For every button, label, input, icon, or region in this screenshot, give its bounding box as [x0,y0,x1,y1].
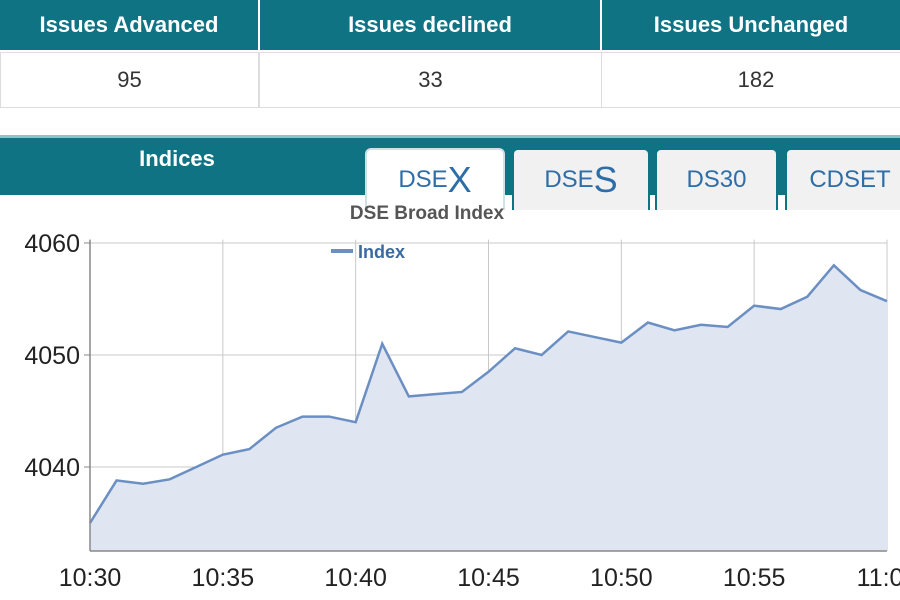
chart-title: DSE Broad Index [350,203,505,224]
y-tick-label: 4040 [24,454,80,482]
x-tick-label: 10:55 [723,564,786,592]
tab-label: S [593,159,618,200]
x-tick-label: 10:50 [590,564,653,592]
indices-title: Indices [139,146,215,171]
table-header: Issues Advanced [0,0,258,50]
tab-label: CDSET [809,166,891,193]
table-cell: 33 [259,52,602,108]
x-tick-label: 10:40 [324,564,387,592]
table-header: Issues Unchanged [602,0,900,50]
table-cell: 182 [601,52,900,108]
tab[interactable]: CDSET [785,148,900,210]
x-tick-label: 10:30 [59,564,122,592]
table-cell: 95 [0,52,259,108]
y-tick-label: 4060 [24,230,80,258]
x-tick-label: 10:45 [457,564,520,592]
line [88,263,888,524]
chart: DSE Broad Index Index 4040 4050 4060 10:30 10:… [24,203,900,592]
tab[interactable]: DS30 [655,148,778,210]
table-header: Issues declined [260,0,600,50]
tab[interactable]: DSE X [365,148,505,210]
y-tick-label: 4050 [24,342,80,370]
tab-label: DSE [544,166,594,193]
tab-label: X [447,159,472,200]
legend-label: Index [358,242,405,262]
tab[interactable]: DSE S [512,148,650,210]
tab-label: DSE [398,166,448,193]
x-tick-label: 10:35 [192,564,255,592]
x-tick-label: 11:00 [857,564,900,592]
area-fill [90,265,887,551]
tab-label: DS30 [686,166,747,193]
